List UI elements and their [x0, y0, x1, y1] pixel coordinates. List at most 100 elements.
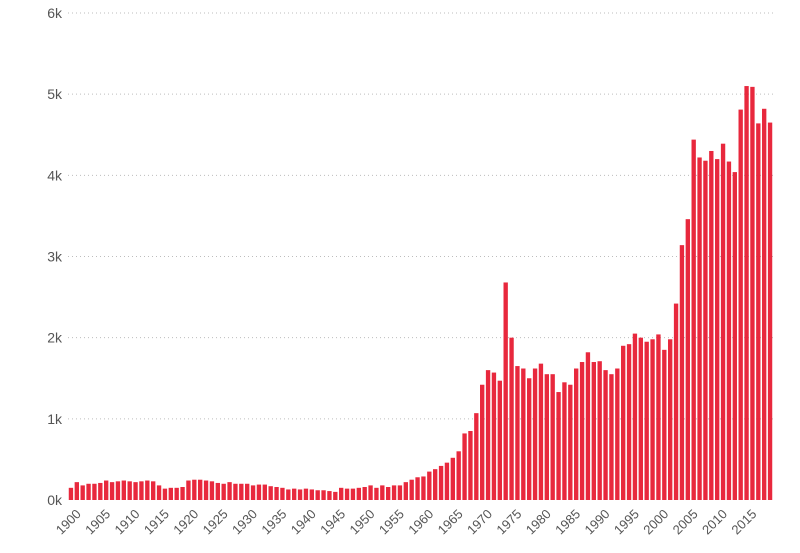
bar-2015 [744, 86, 749, 501]
bar-1919 [180, 487, 185, 500]
bar-1994 [621, 345, 626, 500]
bar-1934 [268, 486, 273, 500]
bar-1987 [579, 362, 585, 500]
bar-1913 [145, 480, 150, 500]
bar-1916 [162, 488, 168, 500]
bar-1921 [192, 479, 197, 500]
bar-1902 [80, 485, 85, 500]
bar-2010 [715, 159, 720, 500]
bar-2013 [732, 172, 737, 500]
x-tick-label: 1965 [435, 506, 466, 537]
bar-1937 [286, 489, 291, 500]
x-tick-label: 1930 [229, 506, 260, 537]
bar-1964 [444, 462, 450, 500]
bar-1951 [368, 485, 373, 500]
bar-1950 [362, 487, 367, 500]
bar-1917 [168, 487, 173, 500]
bar-1922 [198, 479, 203, 500]
bar-1984 [562, 382, 567, 500]
x-tick-label: 1975 [493, 506, 524, 537]
bar-1966 [456, 451, 461, 500]
x-tick-label: 1945 [317, 506, 348, 537]
bar-1955 [391, 485, 397, 500]
bar-1935 [274, 487, 279, 500]
bar-2007 [697, 157, 702, 501]
bar-1973 [497, 380, 502, 500]
bar-1996 [632, 333, 638, 500]
bar-1962 [433, 469, 438, 500]
bar-1940 [303, 488, 309, 500]
x-axis-labels: 1900190519101915192019251930193519401945… [53, 506, 760, 537]
bar-1933 [262, 484, 267, 500]
bar-2008 [703, 160, 708, 500]
bar-1986 [574, 368, 579, 500]
x-tick-label: 1990 [582, 506, 613, 537]
bar-1901 [74, 482, 79, 500]
y-tick-label: 5k [47, 86, 63, 102]
bar-1939 [297, 489, 303, 500]
bar-1960 [421, 476, 426, 500]
x-tick-label: 1960 [405, 506, 436, 537]
y-axis-labels: 0k 1k 2k 3k 4k 5k 6k [47, 5, 63, 508]
bars [68, 86, 773, 501]
bar-1956 [397, 485, 403, 500]
bar-1961 [427, 471, 432, 500]
y-tick-label: 4k [47, 167, 63, 183]
x-tick-label: 2005 [670, 506, 701, 537]
bar-1944 [327, 491, 332, 500]
bar-1992 [609, 374, 614, 500]
bar-1949 [356, 487, 361, 500]
x-tick-label: 1905 [82, 506, 113, 537]
bar-1999 [650, 339, 655, 500]
x-tick-label: 1985 [552, 506, 583, 537]
bar-1927 [227, 482, 232, 500]
bar-1970 [480, 384, 485, 500]
bar-1904 [92, 483, 97, 500]
x-tick-label: 1995 [611, 506, 642, 537]
bar-1991 [603, 370, 608, 500]
bar-1974 [503, 282, 508, 500]
bar-1925 [215, 482, 220, 500]
bar-2017 [756, 123, 761, 500]
bar-2005 [685, 219, 690, 500]
bar-1981 [544, 374, 549, 500]
bar-1907 [109, 482, 115, 500]
bar-1998 [644, 341, 649, 500]
bar-1912 [139, 481, 144, 500]
bar-2001 [662, 349, 667, 500]
bar-1908 [115, 481, 121, 500]
bar-1946 [339, 487, 344, 500]
bar-2004 [679, 245, 685, 500]
bar-1920 [186, 480, 191, 500]
x-tick-label: 1980 [523, 506, 554, 537]
bar-1993 [615, 368, 620, 500]
bar-2000 [656, 334, 661, 500]
bar-1910 [127, 481, 132, 500]
x-tick-label: 1940 [288, 506, 319, 537]
bar-2019 [767, 122, 773, 500]
bar-1938 [292, 488, 297, 500]
bar-1942 [315, 490, 320, 500]
bar-1995 [626, 344, 632, 500]
bar-1965 [450, 457, 455, 500]
bar-1906 [104, 480, 109, 500]
x-tick-label: 1915 [141, 506, 172, 537]
bar-1997 [638, 337, 643, 500]
y-tick-label: 3k [47, 249, 63, 265]
bar-1954 [386, 487, 391, 500]
bar-1930 [245, 483, 250, 500]
bar-1976 [515, 366, 520, 500]
x-tick-label: 1935 [258, 506, 289, 537]
bar-1953 [380, 485, 385, 500]
bar-1983 [556, 392, 561, 500]
x-tick-label: 2015 [728, 506, 759, 537]
bar-1985 [568, 384, 573, 500]
bar-1929 [239, 483, 244, 500]
bar-1936 [280, 487, 285, 500]
bar-1963 [438, 465, 444, 500]
bar-1967 [462, 433, 467, 500]
bar-1903 [86, 483, 91, 500]
bar-1941 [309, 489, 314, 500]
bar-1905 [98, 482, 103, 500]
